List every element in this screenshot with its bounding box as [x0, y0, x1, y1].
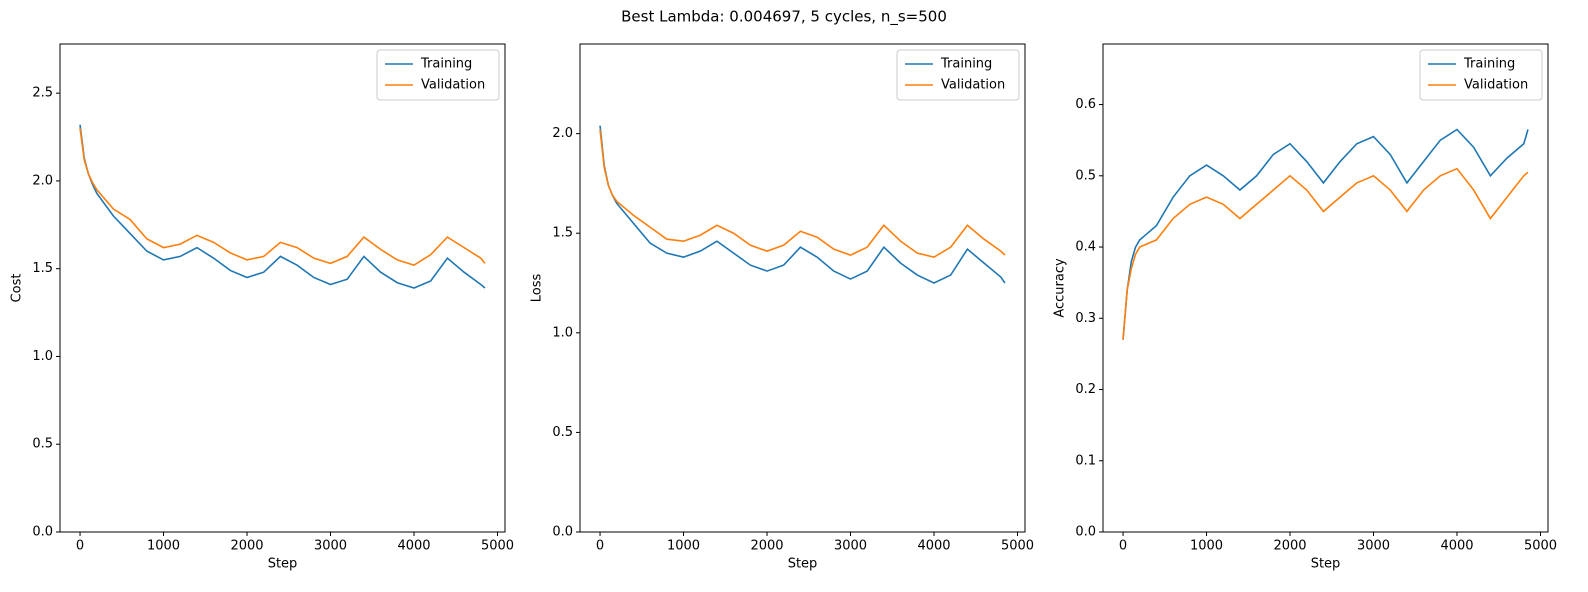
x-axis-label: Step: [1311, 557, 1341, 572]
y-axis-label: Accuracy: [1053, 258, 1068, 318]
y-tick-label: 1.0: [32, 349, 53, 364]
y-tick-label: 0.5: [32, 437, 53, 452]
legend-box: [1419, 49, 1543, 101]
legend-label: Validation: [421, 78, 485, 93]
x-tick-label: 4000: [397, 539, 430, 554]
x-axis-label: Step: [268, 557, 298, 572]
y-tick-label: 0.4: [1075, 240, 1096, 255]
series-line: [79, 124, 486, 289]
legend-label: Training: [940, 57, 992, 72]
legend-label: Validation: [941, 78, 1005, 93]
legend-label: Training: [1463, 57, 1515, 72]
y-tick-label: 2.0: [552, 126, 573, 141]
y-tick-label: 0.6: [1075, 97, 1096, 112]
x-tick-label: 1000: [1190, 539, 1223, 554]
y-tick-label: 1.5: [552, 226, 573, 241]
x-tick-label: 0: [76, 539, 84, 554]
axes-frame: [579, 43, 1026, 533]
y-tick-label: 0.0: [1075, 525, 1096, 540]
axes-frame: [59, 43, 506, 533]
legend-box: [896, 49, 1020, 101]
x-tick-label: 4000: [1440, 539, 1473, 554]
y-axis-label: Loss: [530, 274, 545, 303]
y-tick-label: 0.1: [1075, 453, 1096, 468]
x-tick-label: 2000: [1273, 539, 1306, 554]
x-tick-label: 3000: [1357, 539, 1390, 554]
y-tick-label: 1.5: [32, 261, 53, 276]
x-tick-label: 0: [596, 539, 604, 554]
y-tick-label: 0.3: [1075, 311, 1096, 326]
x-tick-label: 3000: [314, 539, 347, 554]
y-axis-label: Cost: [10, 274, 25, 303]
series-line: [1122, 167, 1529, 340]
y-tick-label: 0.0: [552, 525, 573, 540]
y-tick-label: 0.5: [1075, 168, 1096, 183]
x-tick-label: 5000: [1001, 539, 1034, 554]
x-tick-label: 4000: [917, 539, 950, 554]
x-axis-label: Step: [788, 557, 818, 572]
x-tick-label: 2000: [750, 539, 783, 554]
x-tick-label: 5000: [1524, 539, 1557, 554]
x-tick-label: 1000: [147, 539, 180, 554]
figure-title: Best Lambda: 0.004697, 5 cycles, n_s=500: [621, 8, 947, 27]
y-tick-label: 0.0: [32, 525, 53, 540]
legend-label: Validation: [1464, 78, 1528, 93]
y-tick-label: 1.0: [552, 325, 573, 340]
x-tick-label: 0: [1119, 539, 1127, 554]
y-tick-label: 2.5: [32, 86, 53, 101]
legend-label: Training: [420, 57, 472, 72]
series-line: [1122, 128, 1529, 340]
series-line: [79, 128, 486, 267]
series-line: [599, 125, 1006, 284]
x-tick-label: 3000: [834, 539, 867, 554]
y-tick-label: 2.0: [32, 173, 53, 188]
y-tick-label: 0.5: [552, 425, 573, 440]
axes-frame: [1102, 43, 1549, 533]
x-tick-label: 1000: [667, 539, 700, 554]
legend-box: [376, 49, 500, 101]
y-tick-label: 0.2: [1075, 382, 1096, 397]
series-line: [599, 129, 1006, 258]
x-tick-label: 2000: [230, 539, 263, 554]
x-tick-label: 5000: [481, 539, 514, 554]
